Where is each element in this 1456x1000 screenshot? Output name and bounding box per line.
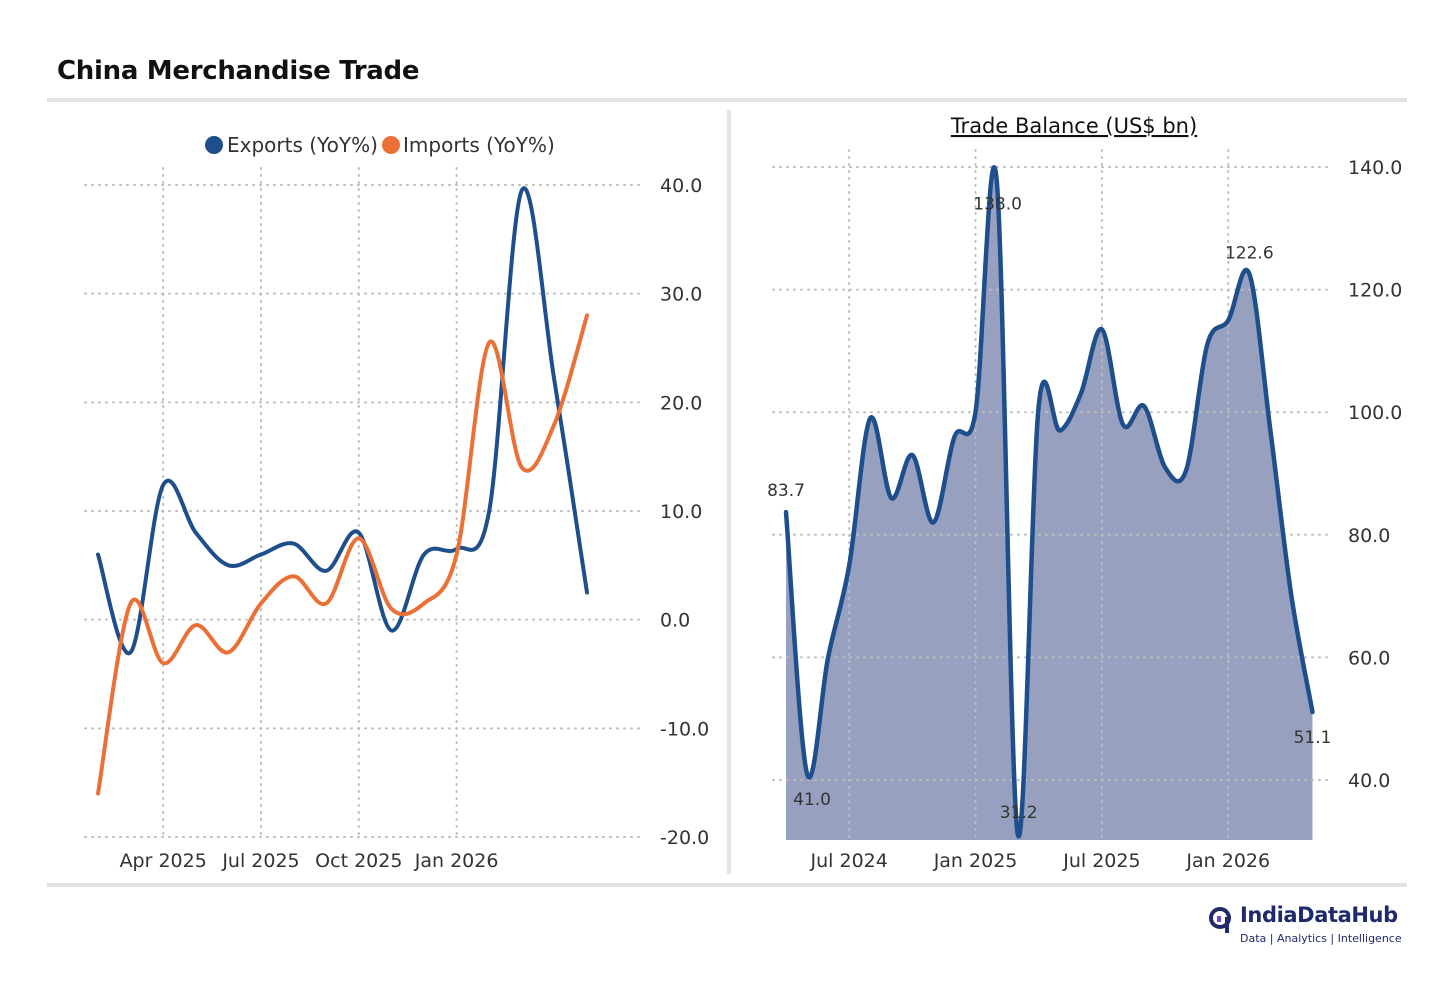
footer-divider — [47, 883, 1407, 887]
brand-logo[interactable]: IndiaDataHub Data | Analytics | Intellig… — [1208, 903, 1408, 951]
legend-label-exports: Exports (YoY%) — [227, 133, 378, 157]
trade-balance-line — [783, 165, 1315, 839]
x-tick-label: Oct 2025 — [315, 850, 402, 872]
data-label: 83.7 — [767, 481, 805, 501]
x-tick-label: Jul 2025 — [221, 850, 299, 872]
y-tick-label: 20.0 — [660, 392, 702, 414]
trade-balance-area — [786, 167, 1313, 840]
x-tick-label: Apr 2025 — [120, 850, 207, 872]
y-tick-label: 40.0 — [1348, 770, 1390, 792]
series-line-exports — [96, 186, 589, 656]
legend-label-imports: Imports (YoY%) — [403, 133, 555, 157]
brand-tagline: Data | Analytics | Intelligence — [1240, 932, 1402, 945]
yoy-trade-chart: 40.0 30.0 20.0 10.0 0.0 -10.0 -20.0 Apr 2025 Jul… — [84, 133, 709, 872]
data-label: 41.0 — [793, 790, 831, 810]
chart-legend: Exports (YoY%) Imports (YoY%) — [205, 133, 555, 157]
series-line-imports — [96, 313, 589, 796]
y-tick-label: 40.0 — [660, 175, 702, 197]
y-tick-label: 30.0 — [660, 284, 702, 306]
x-tick-label: Jul 2025 — [1062, 850, 1140, 872]
x-tick-label: Jan 2026 — [1185, 850, 1270, 872]
y-tick-label: -20.0 — [660, 827, 709, 849]
y-tick-label: 10.0 — [660, 501, 702, 523]
y-tick-label: 140.0 — [1348, 157, 1402, 179]
data-label: 122.6 — [1225, 244, 1274, 264]
y-tick-label: 100.0 — [1348, 402, 1402, 424]
brand-logo-icon — [1209, 907, 1231, 933]
y-tick-label: 120.0 — [1348, 280, 1402, 302]
y-tick-label: -10.0 — [660, 718, 709, 740]
page-title: China Merchandise Trade — [57, 56, 420, 86]
y-tick-label: 0.0 — [660, 610, 690, 632]
data-label: 138.0 — [973, 194, 1022, 214]
brand-name: IndiaDataHub — [1240, 903, 1398, 927]
panel-divider — [727, 110, 731, 874]
trade-balance-title: Trade Balance (US$ bn) — [950, 114, 1197, 138]
data-label: 51.1 — [1294, 728, 1332, 748]
y-tick-label: 80.0 — [1348, 525, 1390, 547]
x-tick-label: Jan 2026 — [414, 850, 499, 872]
y-tick-label: 60.0 — [1348, 647, 1390, 669]
x-tick-label: Jul 2024 — [810, 850, 888, 872]
data-label: 31.2 — [1000, 803, 1038, 823]
trade-balance-chart: Trade Balance (US$ bn) 140.0 120.0 100.0 80.… — [767, 114, 1402, 872]
legend-marker-exports — [205, 136, 223, 154]
header-divider — [47, 98, 1407, 102]
x-tick-label: Jan 2025 — [933, 850, 1018, 872]
legend-marker-imports — [382, 136, 400, 154]
